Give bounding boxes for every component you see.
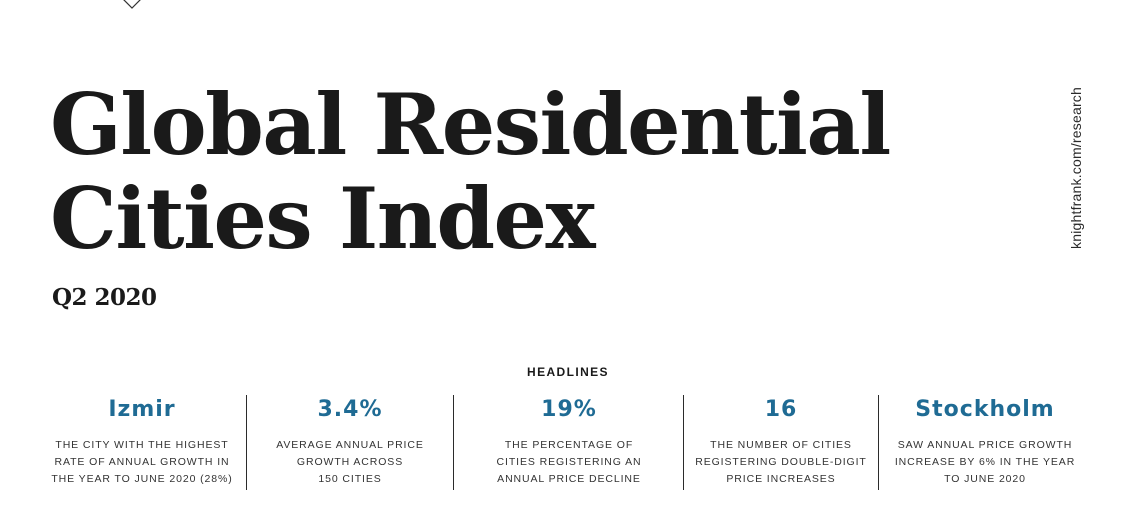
headline-stat-double-digit: 16 THE NUMBER OF CITIES REGISTERING DOUB…	[688, 395, 874, 488]
stat-value: Stockholm	[915, 397, 1055, 422]
stat-value: Izmir	[108, 397, 176, 422]
divider	[246, 395, 247, 490]
stat-desc-line: THE NUMBER OF CITIES	[710, 439, 852, 451]
stat-desc-line: PRICE INCREASES	[726, 473, 836, 485]
divider	[453, 395, 454, 490]
title-line-1: Global Residential	[50, 75, 891, 174]
stat-value: 16	[764, 397, 798, 422]
stat-desc-line: GROWTH ACROSS	[296, 456, 404, 468]
stat-value: 3.4%	[317, 397, 383, 422]
stat-desc-line: RATE OF ANNUAL GROWTH IN	[54, 456, 230, 468]
stat-description: THE NUMBER OF CITIES REGISTERING DOUBLE-…	[688, 437, 874, 488]
divider	[683, 395, 684, 490]
page-subtitle: Q2 2020	[52, 284, 157, 311]
stat-desc-line: THE CITY WITH THE HIGHEST	[55, 439, 229, 451]
site-url: knightfrank.com/research	[1068, 87, 1084, 249]
stat-desc-line: ANNUAL PRICE DECLINE	[497, 473, 641, 485]
stat-desc-line: THE PERCENTAGE OF	[504, 439, 634, 451]
stat-desc-line: 150 CITIES	[318, 473, 382, 485]
headlines-label: HEADLINES	[527, 365, 609, 379]
stat-description: AVERAGE ANNUAL PRICE GROWTH ACROSS 150 C…	[251, 437, 449, 488]
headline-stat-growth: 3.4% AVERAGE ANNUAL PRICE GROWTH ACROSS …	[251, 395, 449, 488]
page-title: Global Residential Cities Index	[50, 75, 891, 268]
stat-value: 19%	[541, 397, 597, 422]
stat-desc-line: THE YEAR TO JUNE 2020 (28%)	[51, 473, 233, 485]
headline-stat-decline: 19% THE PERCENTAGE OF CITIES REGISTERING…	[458, 395, 680, 488]
headline-stat-stockholm: Stockholm SAW ANNUAL PRICE GROWTH INCREA…	[883, 395, 1087, 488]
stat-desc-line: TO JUNE 2020	[944, 473, 1026, 485]
stat-desc-line: AVERAGE ANNUAL PRICE	[276, 439, 424, 451]
stat-desc-line: REGISTERING DOUBLE-DIGIT	[695, 456, 867, 468]
stat-desc-line: CITIES REGISTERING AN	[496, 456, 642, 468]
divider	[878, 395, 879, 490]
chevron-down-icon	[123, 0, 141, 9]
title-line-2: Cities Index	[50, 169, 596, 268]
stat-desc-line: INCREASE BY 6% IN THE YEAR	[894, 456, 1076, 468]
headline-stat-izmir: Izmir THE CITY WITH THE HIGHEST RATE OF …	[42, 395, 242, 488]
stat-description: THE CITY WITH THE HIGHEST RATE OF ANNUAL…	[42, 437, 242, 488]
stat-description: THE PERCENTAGE OF CITIES REGISTERING AN …	[458, 437, 680, 488]
stat-desc-line: SAW ANNUAL PRICE GROWTH	[897, 439, 1073, 451]
stat-description: SAW ANNUAL PRICE GROWTH INCREASE BY 6% I…	[883, 437, 1087, 488]
